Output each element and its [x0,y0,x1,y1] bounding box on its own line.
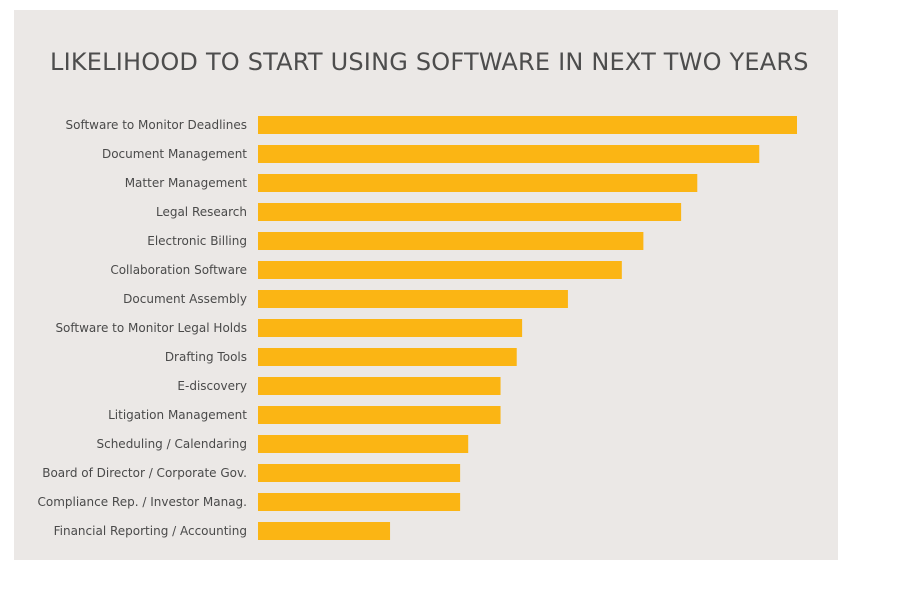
category-label: Document Management [102,147,247,161]
chart-title: LIKELIHOOD TO START USING SOFTWARE IN NE… [50,48,809,76]
category-label: Board of Director / Corporate Gov. [42,466,247,480]
category-label: Document Assembly [123,292,247,306]
category-label: E-discovery [177,379,247,393]
bar [258,406,501,424]
bar [258,232,644,250]
bar [258,203,682,221]
category-label: Litigation Management [108,408,247,422]
category-label: Electronic Billing [147,234,247,248]
bar [258,493,461,511]
category-label: Matter Management [125,176,248,190]
category-label: Drafting Tools [165,350,247,364]
bar [258,435,469,453]
bar [258,464,461,482]
bar [258,145,760,163]
bar [258,261,622,279]
category-label: Compliance Rep. / Investor Manag. [37,495,247,509]
category-label: Legal Research [156,205,247,219]
category-label: Scheduling / Calendaring [96,437,247,451]
bar [258,116,797,134]
bar [258,522,391,540]
bar [258,174,698,192]
bar [258,348,517,366]
bar [258,319,523,337]
bar [258,377,501,395]
category-label: Collaboration Software [110,263,247,277]
category-label: Software to Monitor Legal Holds [55,321,247,335]
category-label: Software to Monitor Deadlines [65,118,247,132]
category-label: Financial Reporting / Accounting [54,524,247,538]
bar [258,290,568,308]
